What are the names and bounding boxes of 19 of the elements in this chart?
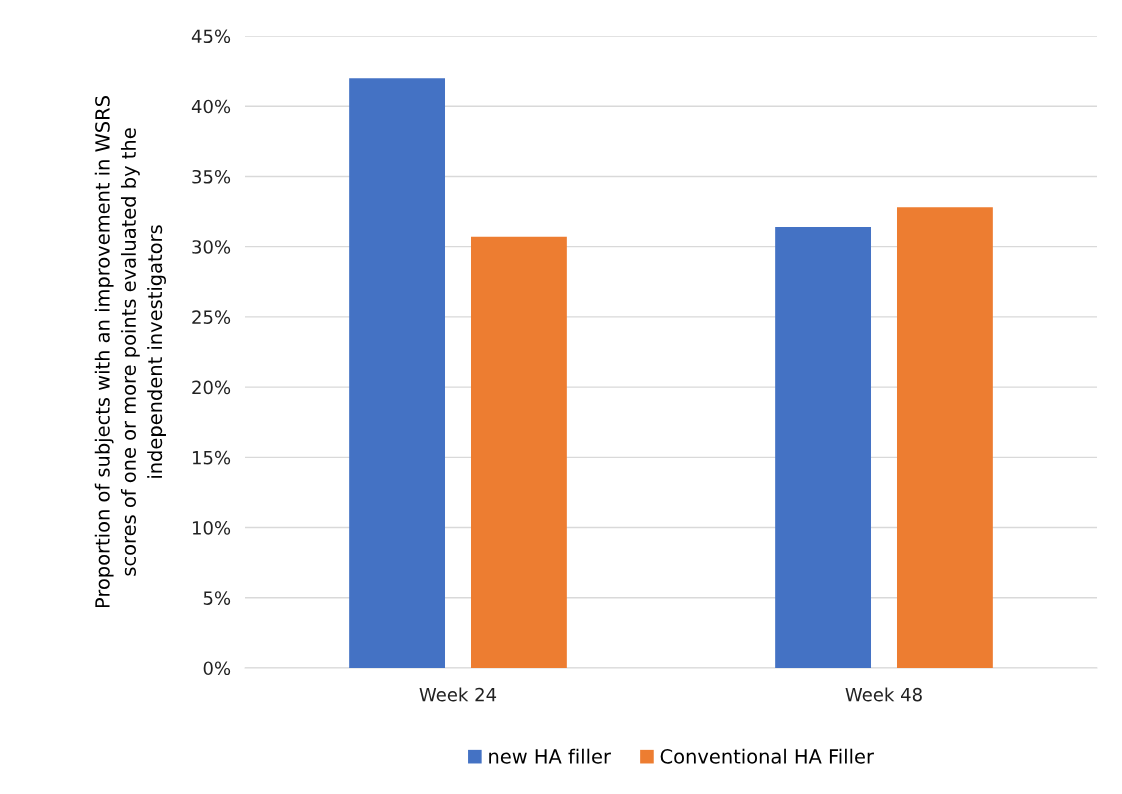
legend-label: new HA filler (489, 748, 611, 764)
bar (896, 207, 993, 668)
bar (470, 236, 567, 668)
x-tick-label: Week 24 (419, 687, 497, 702)
bar (775, 227, 872, 668)
y-tick-label: 35% (192, 169, 231, 184)
x-tick-label: Week 48 (845, 687, 922, 702)
y-tick-label: 40% (191, 99, 231, 114)
y-tick-label: 0% (203, 661, 231, 676)
y-axis-title: Proportion of subjects with an improvement in WSRS scores of one or more points evaluated by the independent investigators (94, 96, 166, 608)
y-tick-label: 25% (192, 310, 231, 325)
y-tick-label: 45% (191, 29, 231, 44)
legend-label: Conventional HA Filler (660, 748, 874, 764)
y-tick-label: 20% (192, 380, 231, 395)
y-tick-label: 10% (192, 521, 231, 535)
y-tick-label: 5% (203, 591, 231, 605)
y-tick-label: 30% (192, 240, 231, 254)
y-tick-label: 15% (192, 450, 231, 465)
bar (349, 78, 446, 668)
